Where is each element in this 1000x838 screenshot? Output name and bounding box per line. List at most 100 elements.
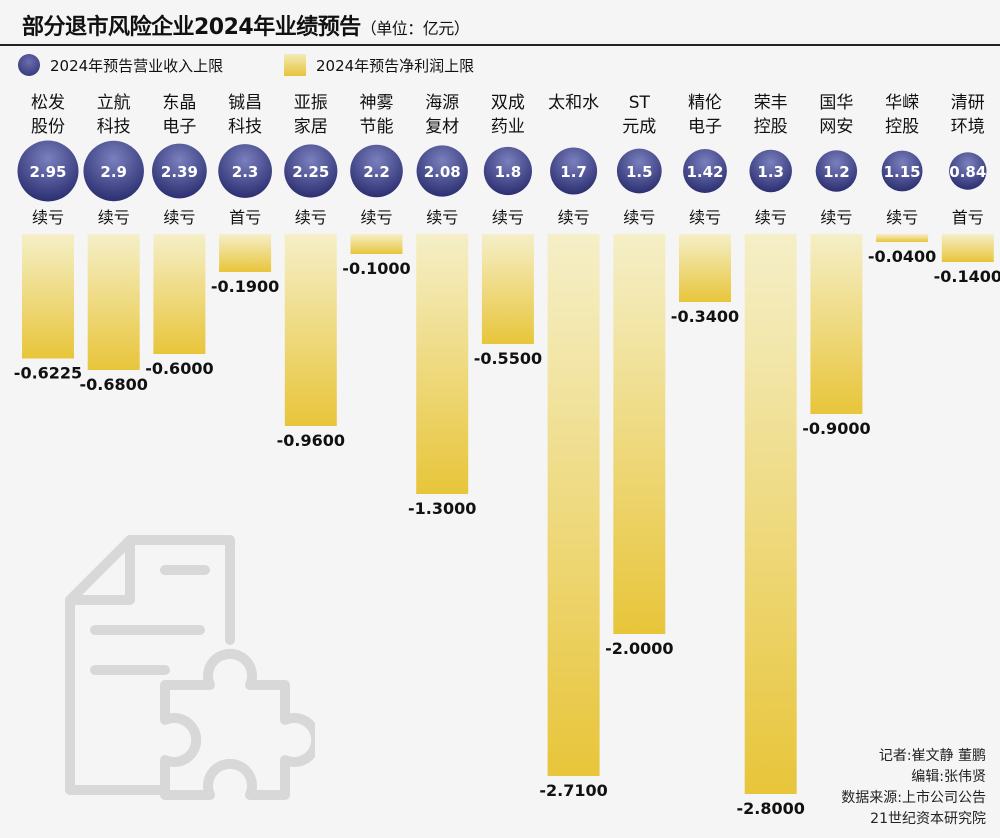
- loss-status-label: 首亏: [952, 208, 984, 227]
- profit-bar: [284, 234, 337, 426]
- profit-value-label: -0.6000: [145, 359, 213, 378]
- legend-circle-swatch: [18, 54, 40, 76]
- profit-bar: [744, 234, 797, 794]
- revenue-value-label: 1.42: [686, 163, 723, 181]
- loss-status-label: 首亏: [229, 208, 261, 227]
- profit-bar: [350, 234, 403, 254]
- company-name-line1: 海源: [425, 93, 459, 113]
- company-name-line2: 元成: [622, 117, 656, 137]
- loss-status-label: 续亏: [492, 208, 524, 227]
- chart-title: 部分退市风险企业2024年业绩预告（单位：亿元）: [22, 9, 470, 41]
- revenue-value-label: 0.84: [949, 163, 986, 181]
- revenue-value-label: 2.95: [29, 163, 66, 181]
- profit-value-label: -0.0400: [868, 247, 936, 266]
- profit-value-label: -0.6800: [80, 375, 148, 394]
- revenue-value-label: 2.3: [232, 163, 259, 181]
- profit-value-label: -0.6225: [14, 364, 82, 383]
- revenue-value-label: 2.08: [424, 163, 461, 181]
- loss-status-label: 续亏: [98, 208, 130, 227]
- revenue-value-label: 1.5: [626, 163, 653, 181]
- company-name-line2: 控股: [885, 117, 919, 137]
- company-name-line1: 铖昌: [228, 93, 262, 113]
- loss-status-label: 续亏: [820, 208, 852, 227]
- profit-value-label: -0.1400: [934, 267, 1000, 286]
- title-text: 部分退市风险企业2024年业绩预告: [22, 15, 361, 40]
- company-name-line1: 清研: [951, 93, 985, 113]
- revenue-value-label: 1.2: [823, 163, 850, 181]
- profit-value-label: -2.7100: [539, 781, 607, 800]
- revenue-circle: [83, 140, 144, 202]
- company-name-line1: 太和水: [548, 93, 599, 113]
- profit-bar: [810, 234, 863, 414]
- company-name-line1: 国华: [819, 93, 853, 113]
- profit-bar: [547, 234, 600, 776]
- profit-value-label: -0.5500: [474, 349, 542, 368]
- revenue-circle: [749, 149, 792, 193]
- revenue-circle: [949, 152, 987, 190]
- loss-status-label: 续亏: [755, 208, 787, 227]
- revenue-circle: [881, 150, 923, 192]
- revenue-circle: [152, 143, 207, 199]
- revenue-value-label: 2.39: [161, 163, 198, 181]
- legend-label-profit: 2024年预告净利润上限: [316, 56, 475, 75]
- company-name-line2: 药业: [491, 117, 525, 137]
- revenue-circle: [284, 144, 338, 198]
- profit-value-label: -0.9000: [802, 419, 870, 438]
- revenue-circle: [416, 145, 468, 197]
- company-name-line2: 网安: [819, 117, 853, 137]
- company-name-line1: 华嵘: [885, 93, 919, 113]
- legend-label-revenue: 2024年预告营业收入上限: [50, 56, 224, 75]
- revenue-circle: [218, 144, 272, 198]
- company-name-line2: 科技: [97, 117, 131, 137]
- company-name-line1: 立航: [97, 93, 131, 113]
- company-name-line1: 神雾: [360, 93, 394, 113]
- profit-bar: [219, 234, 272, 272]
- revenue-value-label: 1.7: [560, 163, 587, 181]
- credits: 记者:崔文静 董鹏 编辑:张伟贤 数据来源:上市公司公告 21世纪资本研究院: [841, 746, 986, 830]
- loss-status-label: 续亏: [623, 208, 655, 227]
- revenue-value-label: 2.9: [100, 163, 127, 181]
- title-unit: （单位：亿元）: [360, 19, 470, 38]
- revenue-circle: [17, 140, 79, 202]
- revenue-value-label: 2.25: [292, 163, 329, 181]
- company-name-line2: 节能: [360, 117, 394, 137]
- credit-editor: 编辑:张伟贤: [911, 769, 986, 785]
- profit-bar: [481, 234, 534, 344]
- revenue-circle: [550, 147, 598, 195]
- company-name-line2: 家居: [294, 117, 328, 137]
- profit-bar: [87, 234, 140, 370]
- revenue-value-label: 1.8: [495, 163, 522, 181]
- profit-value-label: -0.1000: [342, 259, 410, 278]
- company-name-line1: 荣丰: [754, 93, 788, 113]
- header: 部分退市风险企业2024年业绩预告（单位：亿元）: [0, 0, 1000, 46]
- profit-value-label: -0.1900: [211, 277, 279, 296]
- loss-status-label: 续亏: [426, 208, 458, 227]
- legend-square-swatch: [284, 54, 306, 76]
- revenue-circle: [683, 149, 727, 193]
- profit-bar: [679, 234, 731, 302]
- company-name-line2: 股份: [31, 117, 65, 137]
- company-name-line2: 电子: [688, 117, 722, 137]
- profit-value-label: -2.8000: [737, 799, 805, 818]
- loss-status-label: 续亏: [163, 208, 195, 227]
- legend-item-profit: 2024年预告净利润上限: [284, 54, 474, 76]
- profit-bar: [22, 234, 74, 359]
- loss-status-label: 续亏: [295, 208, 327, 227]
- company-name-line2: 科技: [228, 117, 262, 137]
- company-name-line1: 精伦: [688, 93, 722, 113]
- loss-status-label: 续亏: [689, 208, 721, 227]
- legend-item-revenue: 2024年预告营业收入上限: [18, 54, 223, 76]
- credit-reporter: 记者:崔文静 董鹏: [878, 748, 986, 764]
- revenue-circle: [815, 150, 858, 192]
- company-name-line1: 松发: [31, 93, 65, 113]
- profit-value-label: -0.9600: [277, 431, 345, 450]
- revenue-value-label: 2.2: [363, 163, 390, 181]
- loss-status-label: 续亏: [558, 208, 590, 227]
- company-name-line1: 亚振: [294, 93, 328, 113]
- loss-status-label: 续亏: [886, 208, 918, 227]
- profit-bar: [153, 234, 206, 354]
- revenue-circle: [483, 146, 532, 196]
- loss-status-label: 续亏: [32, 208, 64, 227]
